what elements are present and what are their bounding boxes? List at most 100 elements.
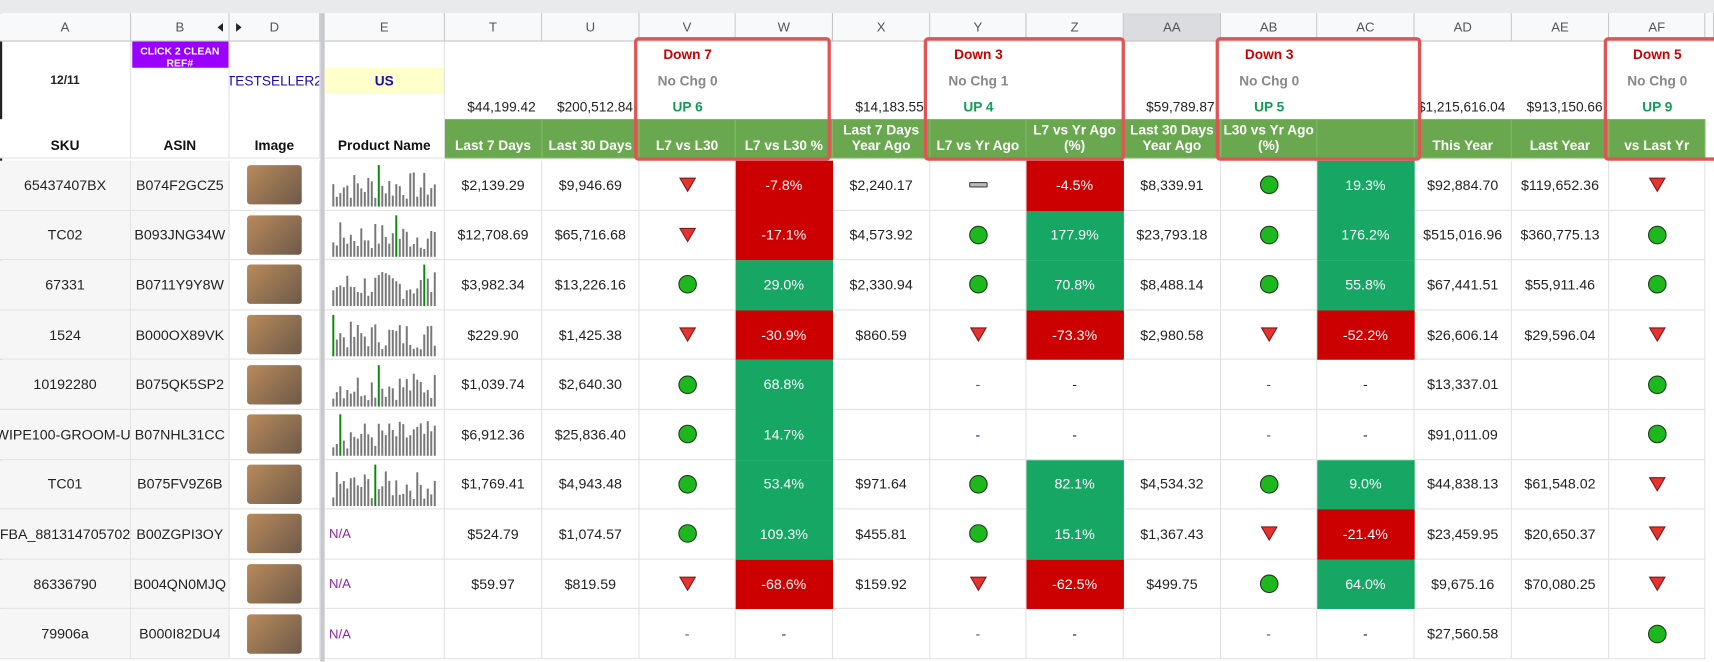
summary-cell: No Chg 0 [1627,73,1688,89]
spark-bar [363,474,366,507]
data-cell: -52.2% [1317,310,1415,361]
status-icon [1259,225,1278,245]
spark-bar [377,364,380,407]
status-icon [678,227,696,243]
spark-bar [338,333,341,357]
spark-bar [342,187,345,207]
spark-bar [366,178,369,207]
spark-bar [366,240,369,257]
summary-cell: $200,512.84 [556,98,633,115]
spark-bar [380,430,383,457]
data-cell: $27,560.58 [1414,609,1512,660]
hidden-column-arrow [236,22,242,32]
summary-cell: Down 7 [663,47,712,63]
status-icon [1259,175,1278,195]
spark-bar [370,437,373,457]
data-cell: - [1317,360,1415,410]
status-shape [1648,327,1666,343]
spark-bar [359,188,362,207]
status-shape [969,327,987,343]
spark-bar [366,346,369,357]
spark-bar [422,334,425,357]
status-shape [678,227,696,243]
data-cell [930,559,1027,610]
data-cell: 109.3% [735,509,834,560]
status-icon [968,275,988,295]
spark-bar [415,347,418,357]
spark-bar [398,378,401,407]
summary-cell: 12/11 [0,67,132,95]
data-cell: N/A [324,509,445,560]
summary-cell [0,41,132,68]
spark-bar [380,388,383,407]
spark-bar [373,446,376,457]
summary-cell [736,42,833,68]
spark-bar [408,173,411,207]
spark-bar [335,339,338,357]
data-cell [639,160,736,211]
spark-bar [352,287,355,307]
column-letter: D [229,13,321,42]
data-cell [1609,509,1706,560]
spark-bar [352,175,355,207]
summary-cell [1317,94,1414,119]
data-cell [833,360,931,410]
column-letter: E [324,13,445,42]
data-cell: $4,534.32 [1123,459,1222,510]
spark-bar [363,423,366,457]
data-cell [1511,409,1610,460]
data-cell [833,409,931,460]
spark-bar [429,397,432,407]
summary-cell: $44,199.42 [467,98,536,115]
status-shape [1647,225,1667,245]
data-cell [1609,609,1706,660]
spark-bar [415,427,418,457]
spark-bar [422,392,425,407]
spark-bar [394,184,397,207]
data-cell: $55,911.46 [1511,260,1610,311]
data-cell: $360,775.13 [1511,210,1610,261]
data-cell: TC02 [0,210,132,261]
spark-bar [373,198,376,207]
data-cell: 86336790 [0,559,132,610]
data-cell: 68.8% [735,360,834,410]
status-icon [678,576,696,592]
data-cell: $1,425.38 [542,310,640,361]
data-cell [639,210,736,261]
spark-bar [363,192,366,207]
clean-button[interactable]: CLICK 2 CLEAN REF# [131,41,228,68]
data-cell [639,509,736,560]
spark-bar [373,464,376,507]
status-icon [678,327,696,343]
data-cell [324,260,445,311]
toolbar-edge [0,0,1714,14]
data-cell: - [930,409,1027,460]
spark-bar [338,385,341,407]
spark-bar [422,173,425,207]
status-shape [1260,327,1278,343]
status-shape [1259,225,1278,245]
data-cell: 53.4% [735,459,834,510]
data-cell: $1,769.41 [444,459,543,510]
spark-bar [356,377,359,407]
column-letter: AF [1609,13,1706,42]
data-cell: 14.7% [735,409,834,460]
data-cell: $23,459.95 [1414,509,1512,560]
status-icon [1259,275,1278,295]
spark-bar [352,336,355,357]
spark-bar [342,337,345,357]
data-cell: $860.59 [833,310,931,361]
data-cell [1609,409,1706,460]
data-cell: TC01 [0,459,132,510]
data-cell: 177.9% [1026,210,1124,261]
summary-cell: Down 3 [954,47,1003,63]
spark-bar [387,329,390,357]
spark-bar [387,181,390,207]
summary-cell [1512,68,1609,94]
spark-bar [356,292,359,307]
spark-bar [380,272,383,307]
data-cell [324,360,445,410]
data-cell: -73.3% [1026,310,1124,361]
spark-bar [377,275,380,307]
column-header: L30 vs Yr Ago (%) [1221,119,1318,159]
